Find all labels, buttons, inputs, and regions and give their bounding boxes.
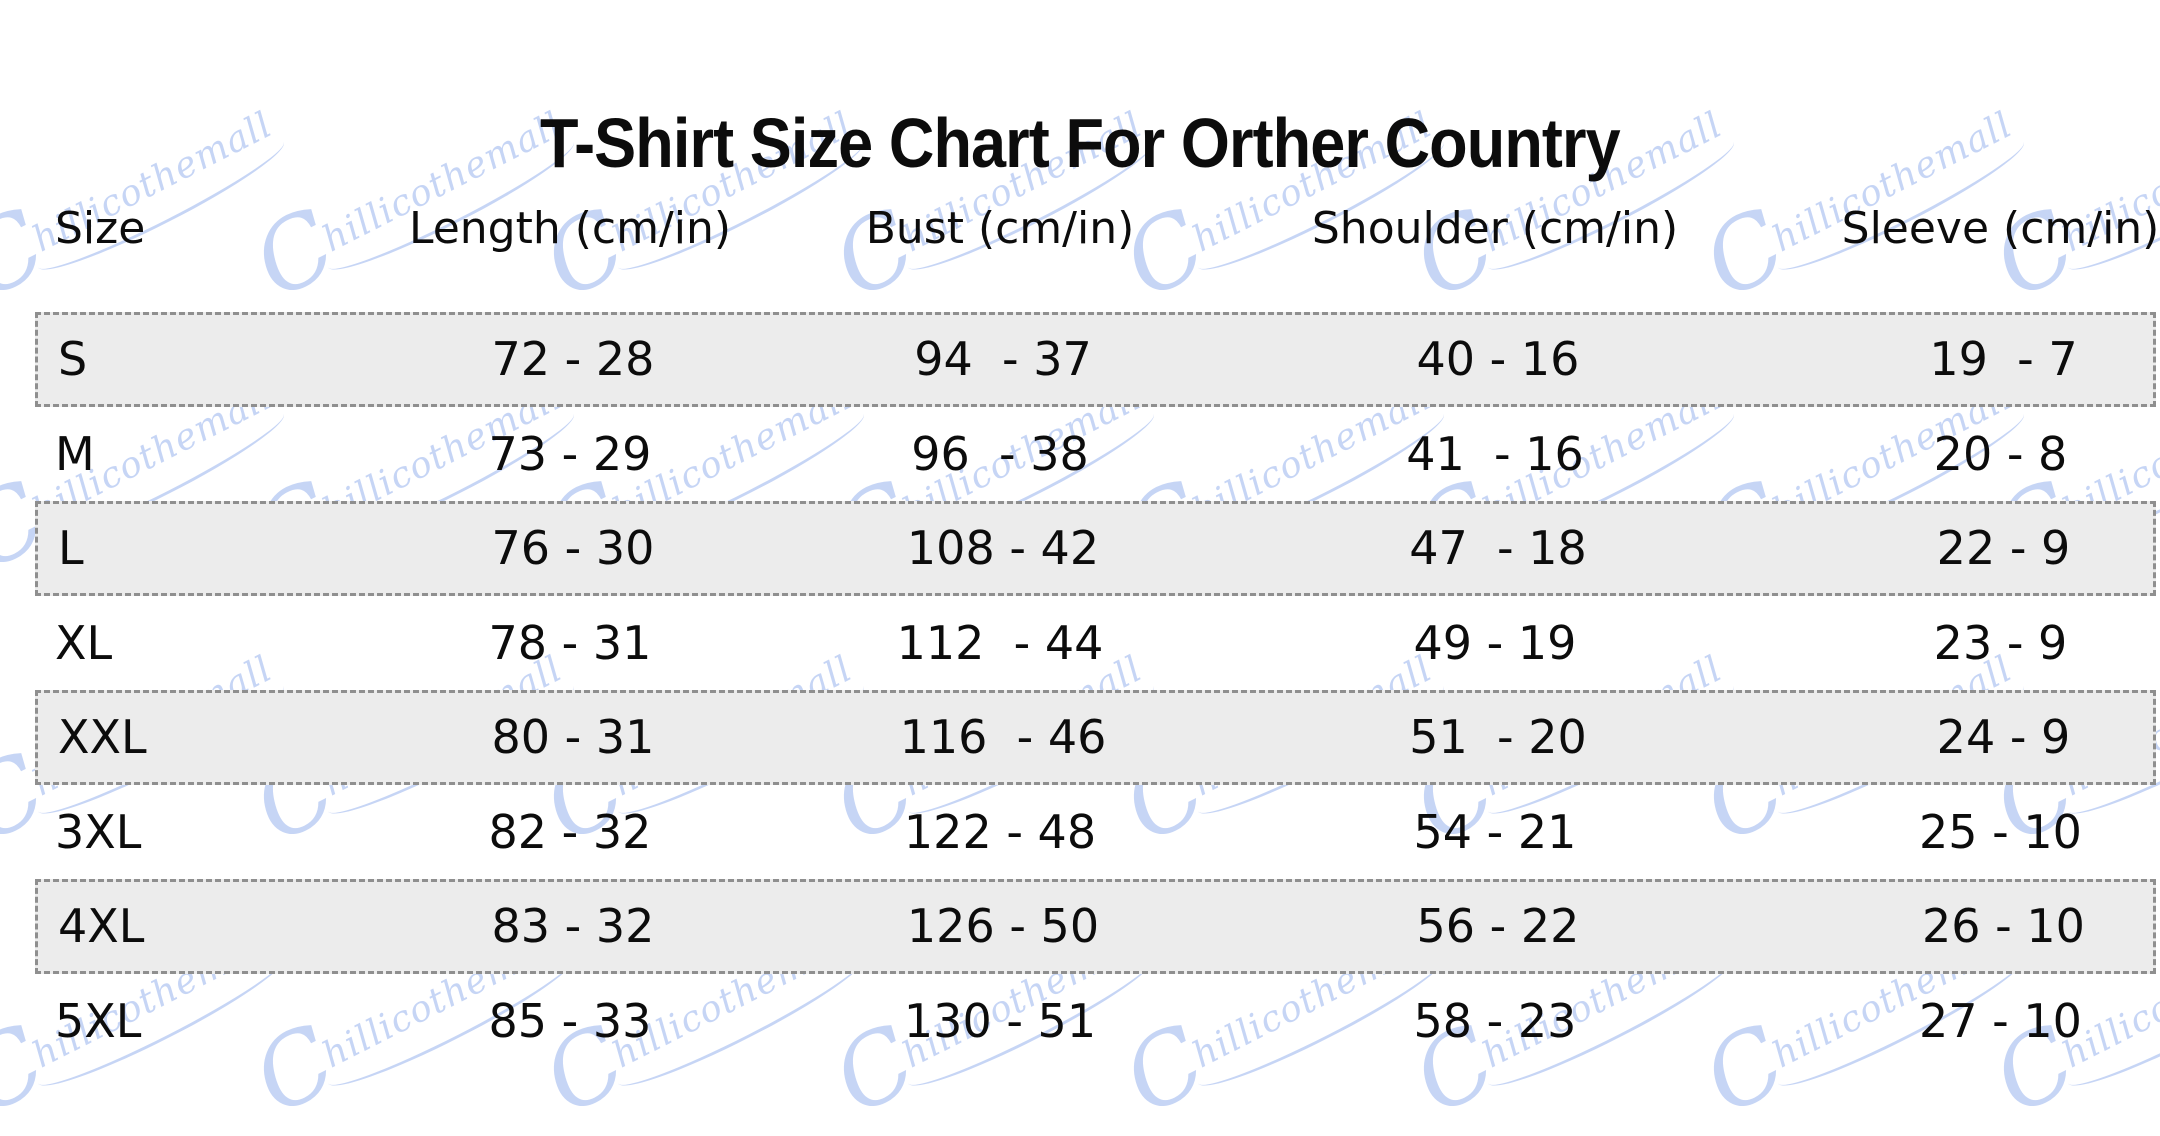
cell-shoulder: 51 - 20 <box>1409 710 1587 765</box>
cell-sleeve: 22 - 9 <box>1936 521 2071 576</box>
cell-shoulder: 40 - 16 <box>1416 332 1580 387</box>
cell-bust: 96 - 38 <box>911 426 1089 481</box>
cell-size: XXL <box>58 710 147 765</box>
cell-length: 82 - 32 <box>488 804 652 859</box>
table-row-xl: XL 78 - 31 112 - 44 49 - 19 23 - 9 <box>35 596 2156 691</box>
column-header-bust: Bust (cm/in) <box>865 202 1135 254</box>
cell-size: 3XL <box>55 804 142 859</box>
table-row-m: M 73 - 29 96 - 38 41 - 16 20 - 8 <box>35 407 2156 502</box>
cell-length: 83 - 32 <box>491 899 655 954</box>
column-header-size: Size <box>55 202 146 254</box>
table-row-5xl: 5XL 85 - 33 130 - 51 58 - 23 27 - 10 <box>35 974 2156 1069</box>
cell-bust: 108 - 42 <box>906 521 1100 576</box>
cell-length: 78 - 31 <box>488 615 652 670</box>
cell-bust: 116 - 46 <box>899 710 1107 765</box>
cell-sleeve: 26 - 10 <box>1922 899 2085 954</box>
table-header-row: Size Length (cm/in) Bust (cm/in) Shoulde… <box>35 198 2160 258</box>
table-row-3xl: 3XL 82 - 32 122 - 48 54 - 21 25 - 10 <box>35 785 2156 880</box>
cell-sleeve: 27 - 10 <box>1919 993 2082 1048</box>
page-title: T-Shirt Size Chart For Orther Country <box>0 103 2160 182</box>
cell-size: M <box>55 426 95 481</box>
cell-shoulder: 54 - 21 <box>1413 804 1577 859</box>
cell-length: 80 - 31 <box>491 710 655 765</box>
table-row-4xl: 4XL 83 - 32 126 - 50 56 - 22 26 - 10 <box>35 879 2156 974</box>
cell-sleeve: 20 - 8 <box>1933 426 2068 481</box>
size-table-body: S 72 - 28 94 - 37 40 - 16 19 - 7 M 73 - 29 96 -… <box>35 312 2156 1068</box>
cell-shoulder: 47 - 18 <box>1409 521 1587 576</box>
column-header-shoulder: Shoulder (cm/in) <box>1311 202 1679 254</box>
table-row-xxl: XXL 80 - 31 116 - 46 51 - 20 24 - 9 <box>35 690 2156 785</box>
cell-length: 72 - 28 <box>491 332 655 387</box>
column-header-length: Length (cm/in) <box>408 202 732 254</box>
cell-shoulder: 49 - 19 <box>1413 615 1577 670</box>
cell-bust: 130 - 51 <box>903 993 1097 1048</box>
page-title-text: T-Shirt Size Chart For Orther Country <box>540 103 1621 182</box>
cell-bust: 112 - 44 <box>896 615 1104 670</box>
cell-length: 76 - 30 <box>491 521 655 576</box>
cell-bust: 122 - 48 <box>903 804 1097 859</box>
cell-bust: 126 - 50 <box>906 899 1100 954</box>
cell-sleeve: 24 - 9 <box>1936 710 2071 765</box>
cell-bust: 94 - 37 <box>914 332 1092 387</box>
cell-sleeve: 19 - 7 <box>1929 332 2078 387</box>
cell-size: 4XL <box>58 899 145 954</box>
cell-shoulder: 58 - 23 <box>1413 993 1577 1048</box>
cell-size: L <box>58 521 84 576</box>
table-row-s: S 72 - 28 94 - 37 40 - 16 19 - 7 <box>35 312 2156 407</box>
cell-shoulder: 56 - 22 <box>1416 899 1580 954</box>
cell-length: 85 - 33 <box>488 993 652 1048</box>
cell-sleeve: 25 - 10 <box>1919 804 2082 859</box>
cell-sleeve: 23 - 9 <box>1933 615 2068 670</box>
table-row-l: L 76 - 30 108 - 42 47 - 18 22 - 9 <box>35 501 2156 596</box>
cell-size: XL <box>55 615 113 670</box>
column-header-sleeve: Sleeve (cm/in) <box>1841 202 2160 254</box>
cell-size: S <box>58 332 88 387</box>
cell-shoulder: 41 - 16 <box>1406 426 1584 481</box>
cell-length: 73 - 29 <box>488 426 652 481</box>
cell-size: 5XL <box>55 993 142 1048</box>
